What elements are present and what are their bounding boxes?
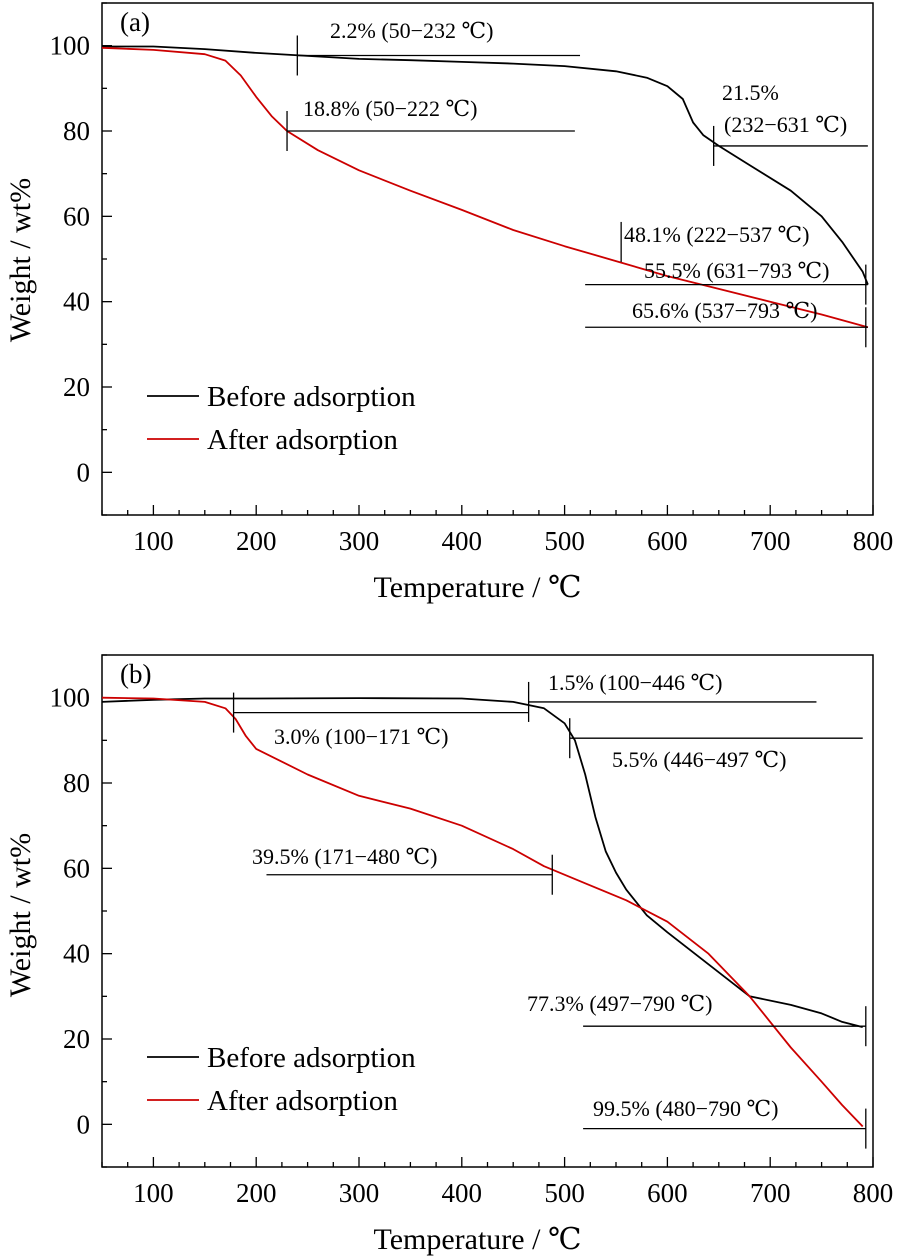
annotation-label: 21.5%	[722, 80, 779, 105]
y-axis-title: Weight / wt%	[4, 833, 37, 997]
annotation-label: 39.5% (171−480 ℃)	[252, 844, 438, 869]
legend-entry: After adsorption	[207, 1085, 398, 1117]
x-tick-label: 200	[236, 526, 277, 556]
x-tick-label: 800	[853, 526, 894, 556]
y-tick-label: 80	[63, 768, 90, 798]
annotation-label: 65.6% (537−793 ℃)	[632, 298, 818, 323]
y-axis-title: Weight / wt%	[4, 178, 37, 342]
panel-b: 100 200 300 400 500 600 700 800 0 20 40 60 80 100 Temp…	[4, 654, 894, 1256]
x-tick-label: 200	[236, 1178, 277, 1208]
x-tick-label: 800	[853, 1178, 894, 1208]
legend-entry: Before adsorption	[207, 1042, 416, 1074]
x-tick-label: 100	[133, 1178, 174, 1208]
x-tick-label: 100	[133, 526, 174, 556]
series-line-before-adsorption	[101, 697, 863, 1028]
annotation-label: 55.5% (631−793 ℃)	[644, 258, 830, 283]
x-tick-label: 700	[750, 526, 791, 556]
legend-entry: After adsorption	[207, 424, 398, 456]
series-line-after-adsorption	[101, 46, 869, 329]
annotation-label: 5.5% (446−497 ℃)	[612, 747, 787, 772]
x-tick-label: 300	[339, 1178, 380, 1208]
series-line-before-adsorption	[102, 45, 869, 285]
panel-a: 100 200 300 400 500 600 700 800 0 20 40 60 80 100 Temp…	[4, 2, 894, 604]
annotation-label: 1.5% (100−446 ℃)	[548, 670, 723, 695]
y-tick-label: 100	[50, 31, 91, 61]
y-tick-label: 20	[63, 1024, 90, 1054]
y-tick-label: 60	[63, 853, 90, 883]
x-tick-label: 400	[442, 1178, 483, 1208]
x-tick-label: 700	[750, 1178, 791, 1208]
panel-label: (b)	[120, 659, 151, 689]
y-tick-label: 100	[50, 683, 91, 713]
panel-label: (a)	[120, 7, 150, 37]
x-axis-title: Temperature / ℃	[373, 1223, 581, 1256]
x-tick-label: 600	[647, 1178, 688, 1208]
annotation-label: 77.3% (497−790 ℃)	[527, 991, 713, 1016]
x-tick-label: 400	[442, 526, 483, 556]
y-tick-label: 20	[63, 372, 90, 402]
y-tick-label: 60	[63, 201, 90, 231]
annotation-label: 18.8% (50−222 ℃)	[303, 96, 478, 121]
x-tick-label: 300	[339, 526, 380, 556]
x-axis-title: Temperature / ℃	[373, 571, 581, 604]
annotation-label: 2.2% (50−232 ℃)	[330, 18, 494, 43]
x-tick-label: 500	[544, 526, 585, 556]
series-line-after-adsorption	[101, 696, 864, 1128]
y-tick-label: 40	[63, 287, 90, 317]
x-tick-label: 500	[544, 1178, 585, 1208]
legend-entry: Before adsorption	[207, 381, 416, 413]
y-tick-label: 0	[77, 1109, 91, 1139]
annotation-label: 48.1% (222−537 ℃)	[624, 222, 810, 247]
annotation-label: 99.5% (480−790 ℃)	[593, 1096, 779, 1121]
y-tick-label: 40	[63, 939, 90, 969]
y-tick-label: 0	[77, 457, 91, 487]
x-tick-label: 600	[647, 526, 688, 556]
y-tick-label: 80	[63, 116, 90, 146]
annotation-label: 3.0% (100−171 ℃)	[274, 724, 449, 749]
annotation-label: (232−631 ℃)	[724, 112, 847, 137]
